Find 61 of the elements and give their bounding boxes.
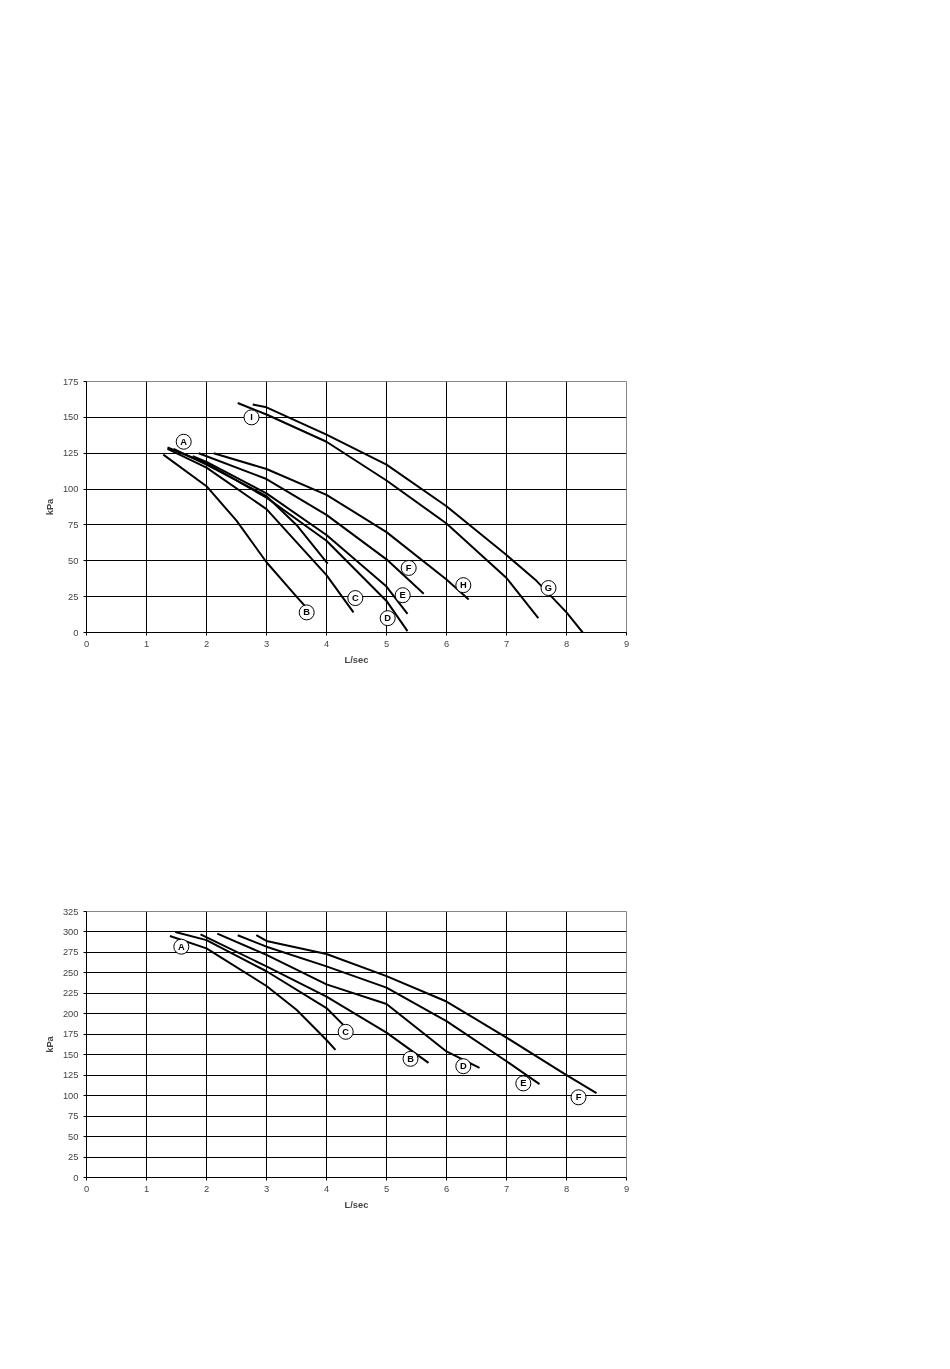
- annotation: F: [575, 1092, 582, 1103]
- y-tick-label: 150: [62, 1049, 79, 1060]
- y-tick-label: 250: [62, 967, 79, 978]
- x-tick-label: 9: [623, 1183, 630, 1194]
- x-tick-label: 3: [263, 638, 270, 649]
- y-tick-label: 125: [62, 1070, 79, 1081]
- x-tick-label: 2: [203, 638, 210, 649]
- y-tick-label: 275: [62, 947, 79, 958]
- annotation: C: [342, 1026, 350, 1037]
- x-tick-label: 1: [143, 638, 150, 649]
- x-tick-label: 5: [383, 638, 390, 649]
- x-tick-label: 6: [443, 1183, 450, 1194]
- y-tick-label: 325: [62, 906, 79, 917]
- y-axis-title: kPa: [44, 497, 55, 516]
- y-tick-label: 175: [62, 1029, 79, 1040]
- x-tick-label: 0: [83, 1183, 90, 1194]
- annotation: I: [250, 412, 253, 423]
- x-axis-title: L/sec: [344, 1199, 369, 1210]
- annotation: D: [459, 1061, 467, 1072]
- x-tick-label: 6: [443, 638, 450, 649]
- annotation: G: [544, 583, 553, 594]
- x-tick-label: 4: [323, 1183, 330, 1194]
- x-tick-label: 1: [143, 1183, 150, 1194]
- annotation: E: [399, 590, 406, 601]
- annotation: A: [180, 436, 188, 447]
- x-tick-label: 4: [323, 638, 330, 649]
- y-tick-label: 50: [68, 555, 79, 566]
- x-tick-label: 0: [83, 638, 90, 649]
- y-tick-label: 200: [62, 1008, 79, 1019]
- annotation: H: [459, 580, 467, 591]
- annotation: A: [177, 941, 185, 952]
- x-tick-label: 7: [503, 638, 510, 649]
- y-tick-label: 25: [68, 1152, 79, 1163]
- x-tick-label: 9: [623, 638, 630, 649]
- y-tick-label: 125: [62, 448, 79, 459]
- annotation: C: [351, 593, 359, 604]
- x-tick-label: 5: [383, 1183, 390, 1194]
- y-tick-label: 100: [62, 484, 79, 495]
- y-tick-label: 0: [73, 1172, 79, 1183]
- y-tick-label: 25: [68, 591, 79, 602]
- y-tick-label: 75: [68, 519, 79, 530]
- x-axis-title: L/sec: [344, 654, 369, 665]
- x-tick-label: 3: [263, 1183, 270, 1194]
- y-tick-label: 0: [73, 627, 79, 638]
- y-tick-label: 150: [62, 412, 79, 423]
- annotation: D: [384, 613, 392, 624]
- y-axis-title: kPa: [44, 1035, 55, 1053]
- annotation: E: [520, 1078, 527, 1089]
- y-tick-label: 100: [62, 1090, 79, 1101]
- x-tick-label: 7: [503, 1183, 510, 1194]
- x-tick-label: 8: [563, 1183, 570, 1194]
- y-tick-label: 50: [68, 1131, 79, 1142]
- y-tick-label: 175: [62, 376, 79, 387]
- annotation: B: [407, 1053, 415, 1064]
- y-tick-label: 75: [68, 1111, 79, 1122]
- annotation: B: [303, 607, 311, 618]
- x-tick-label: 2: [203, 1183, 210, 1194]
- y-tick-label: 300: [62, 926, 79, 937]
- x-tick-label: 8: [563, 638, 570, 649]
- y-tick-label: 225: [62, 988, 79, 999]
- annotation: F: [405, 562, 412, 573]
